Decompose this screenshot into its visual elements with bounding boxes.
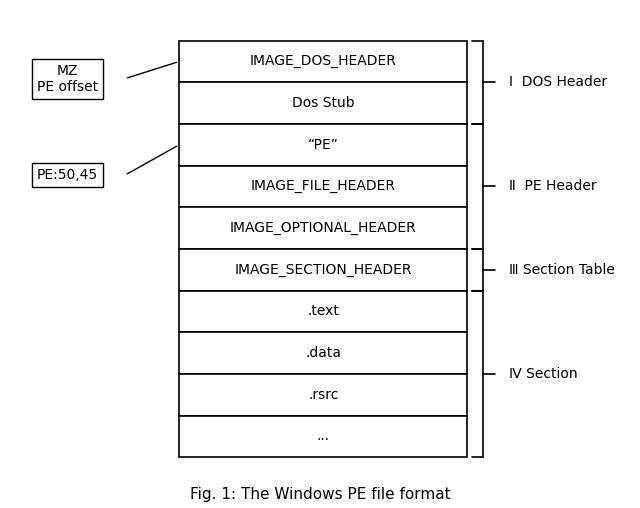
Bar: [179, 41, 467, 82]
Bar: [179, 124, 467, 166]
Bar: [179, 249, 467, 291]
Text: .rsrc: .rsrc: [308, 388, 339, 402]
Text: “PE”: “PE”: [308, 138, 339, 152]
Text: PE:50,45: PE:50,45: [36, 168, 98, 182]
Text: IMAGE_FILE_HEADER: IMAGE_FILE_HEADER: [251, 179, 396, 194]
Text: IMAGE_SECTION_HEADER: IMAGE_SECTION_HEADER: [234, 263, 412, 277]
Bar: [179, 207, 467, 249]
Text: Ⅱ  PE Header: Ⅱ PE Header: [509, 179, 596, 194]
Text: IMAGE_DOS_HEADER: IMAGE_DOS_HEADER: [250, 54, 397, 69]
Text: IMAGE_OPTIONAL_HEADER: IMAGE_OPTIONAL_HEADER: [230, 221, 417, 235]
Bar: [179, 291, 467, 332]
Bar: [179, 166, 467, 207]
Bar: [179, 332, 467, 374]
Text: Ⅳ Section: Ⅳ Section: [509, 367, 577, 381]
Text: Ⅲ Section Table: Ⅲ Section Table: [509, 263, 614, 277]
Text: .text: .text: [307, 304, 339, 319]
Text: MZ
PE offset: MZ PE offset: [36, 64, 98, 94]
Bar: [179, 416, 467, 457]
Text: Fig. 1: The Windows PE file format: Fig. 1: The Windows PE file format: [189, 487, 451, 502]
Text: Ⅰ  DOS Header: Ⅰ DOS Header: [509, 75, 607, 89]
Text: Dos Stub: Dos Stub: [292, 96, 355, 110]
Bar: [179, 374, 467, 416]
Text: ...: ...: [317, 429, 330, 443]
Text: .data: .data: [305, 346, 341, 360]
Bar: [179, 82, 467, 124]
